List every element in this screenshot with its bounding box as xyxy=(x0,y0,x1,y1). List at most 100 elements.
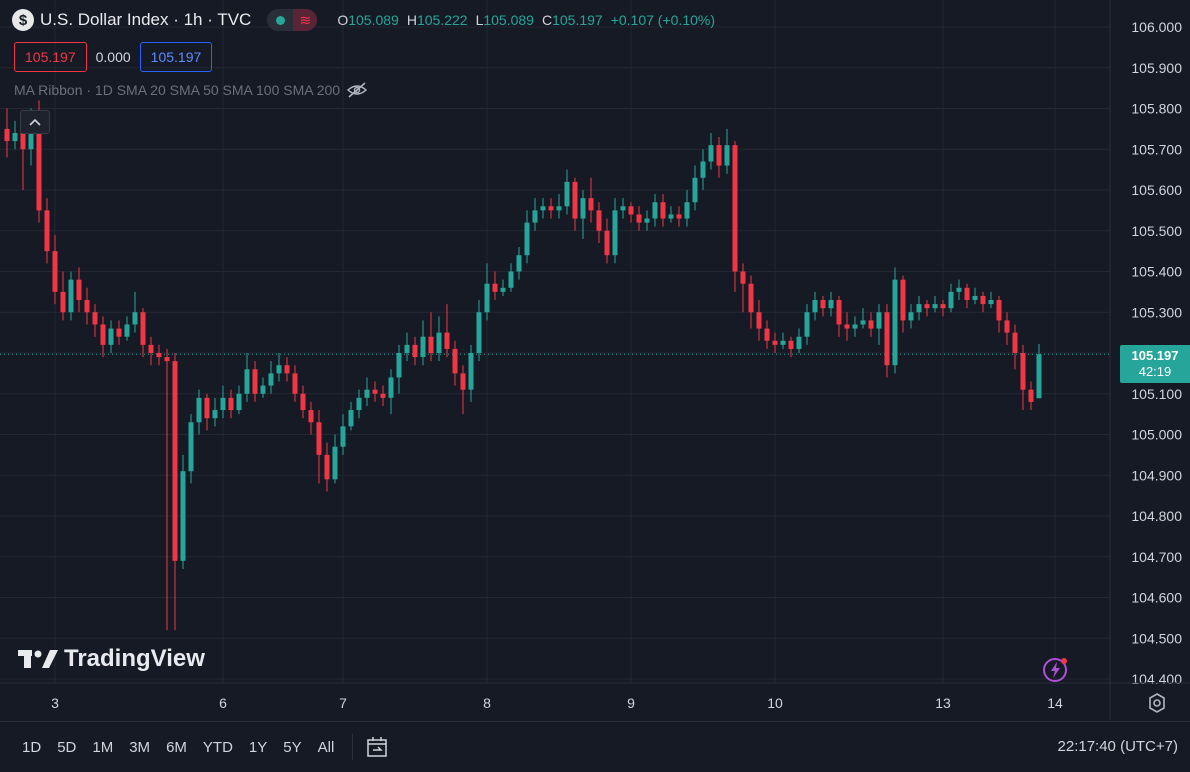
tradingview-logo[interactable]: TradingView xyxy=(18,645,205,673)
candle-body xyxy=(12,132,18,142)
candle-body xyxy=(28,124,34,150)
eye-off-icon[interactable] xyxy=(346,82,368,98)
candle xyxy=(556,194,562,219)
range-5y-button[interactable]: 5Y xyxy=(283,738,302,756)
buy-button[interactable]: 105.197 xyxy=(139,42,213,72)
candle-body xyxy=(676,214,682,219)
candle xyxy=(804,304,810,345)
candle xyxy=(980,291,986,313)
range-5d-button[interactable]: 5D xyxy=(57,738,77,756)
sell-button[interactable]: 105.197 xyxy=(14,42,87,72)
candle xyxy=(844,312,850,341)
market-status[interactable]: ≋ xyxy=(267,9,318,31)
range-1y-button[interactable]: 1Y xyxy=(248,738,268,756)
candle-body xyxy=(276,365,282,374)
candle-body xyxy=(652,202,658,219)
symbol-title[interactable]: U.S. Dollar Index · 1h · TVC xyxy=(40,10,252,29)
y-tick-label: 104.600 xyxy=(1131,590,1182,606)
candle xyxy=(140,308,146,358)
range-1d-button[interactable]: 1D xyxy=(22,738,42,756)
symbol-legend: $ U.S. Dollar Index · 1h · TVC ≋ O105.08… xyxy=(12,9,715,31)
candle-body xyxy=(748,283,754,313)
candle xyxy=(956,279,962,301)
indicator-legend[interactable]: MA Ribbon · 1D SMA 20 SMA 50 SMA 100 SMA… xyxy=(14,82,368,98)
candle-body xyxy=(44,210,50,252)
range-1m-button[interactable]: 1M xyxy=(92,738,114,756)
candle xyxy=(580,190,586,239)
x-tick-label: 10 xyxy=(767,695,783,711)
candle xyxy=(164,348,170,631)
candle-body xyxy=(340,426,346,447)
candle xyxy=(644,210,650,231)
candle-body xyxy=(116,328,122,337)
x-tick-label: 7 xyxy=(339,695,347,711)
candle-body xyxy=(244,369,250,394)
candle-body xyxy=(612,210,618,256)
candle xyxy=(596,202,602,243)
candle-body xyxy=(188,422,194,472)
gear-icon[interactable] xyxy=(1146,692,1168,714)
range-6m-button[interactable]: 6M xyxy=(166,738,187,756)
toolbar-divider xyxy=(352,734,354,760)
x-tick-label: 3 xyxy=(51,695,59,711)
clock-timezone[interactable]: 22:17:40 (UTC+7) xyxy=(1057,738,1178,755)
spread-value: 0.000 xyxy=(95,49,131,65)
candle xyxy=(228,389,234,419)
candle xyxy=(348,401,354,431)
candle xyxy=(588,177,594,223)
candle xyxy=(948,283,954,313)
candle xyxy=(724,128,730,174)
candle xyxy=(964,283,970,309)
candlestick-chart[interactable]: 106.000 105.900 105.800 105.700 105.600 105.5… xyxy=(0,0,1190,720)
candle xyxy=(668,206,674,223)
candle-body xyxy=(668,214,674,219)
range-3m-button[interactable]: 3M xyxy=(129,738,151,756)
y-tick-label: 105.500 xyxy=(1131,223,1182,239)
y-tick-label: 105.700 xyxy=(1131,141,1182,157)
candle-body xyxy=(108,328,114,345)
candle-body xyxy=(364,389,370,398)
candle-body xyxy=(220,397,226,411)
candle xyxy=(516,247,522,280)
bottom-toolbar: 1D 5D 1M 3M 6M YTD 1Y 5Y All 22:17:40 (U… xyxy=(0,721,1190,772)
candle xyxy=(684,190,690,227)
range-ytd-button[interactable]: YTD xyxy=(202,738,233,756)
candle-body xyxy=(972,295,978,301)
candle xyxy=(924,300,930,317)
candle-body xyxy=(500,287,506,292)
collapse-legend-button[interactable] xyxy=(20,110,50,134)
candle-body xyxy=(764,328,770,341)
candle-body xyxy=(572,181,578,219)
candle xyxy=(1028,381,1034,411)
candle-body xyxy=(604,230,610,256)
candle-body xyxy=(316,422,322,455)
y-tick-label: 104.900 xyxy=(1131,467,1182,483)
lightning-icon[interactable] xyxy=(1042,656,1070,684)
dollar-sign-icon[interactable]: $ xyxy=(12,9,34,31)
calendar-range-icon[interactable] xyxy=(365,735,389,759)
candle xyxy=(476,300,482,362)
candle-body xyxy=(844,324,850,329)
candle xyxy=(44,198,50,264)
candle xyxy=(308,401,314,435)
candle-body xyxy=(988,300,994,305)
candle-body xyxy=(92,312,98,325)
time-axis[interactable]: 3 6 7 8 9 10 13 14 xyxy=(0,682,1190,711)
candle-body xyxy=(924,304,930,309)
candle-body xyxy=(156,353,162,358)
candle xyxy=(148,336,154,366)
candle xyxy=(772,332,778,353)
candle-body xyxy=(684,202,690,219)
open-value: 105.089 xyxy=(348,12,399,28)
candle-body xyxy=(252,369,258,394)
chart-area[interactable]: 106.000 105.900 105.800 105.700 105.600 105.5… xyxy=(0,0,1190,720)
candle-body xyxy=(692,177,698,203)
candle xyxy=(996,295,1002,333)
x-tick-label: 6 xyxy=(219,695,227,711)
candle xyxy=(84,287,90,325)
candle-body xyxy=(892,279,898,366)
candle xyxy=(692,165,698,211)
candle xyxy=(340,414,346,455)
range-all-button[interactable]: All xyxy=(317,738,335,756)
candle-body xyxy=(516,255,522,272)
